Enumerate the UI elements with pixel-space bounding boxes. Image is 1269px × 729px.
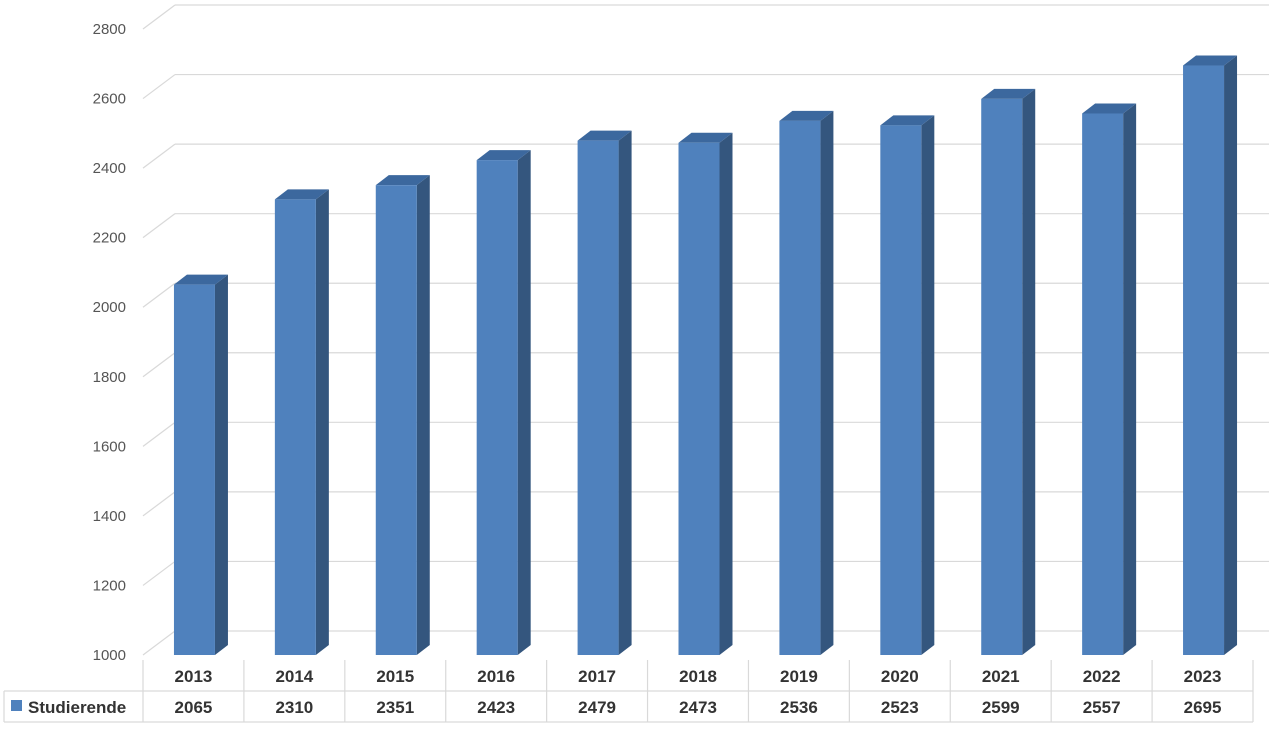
bar-top	[981, 88, 1036, 99]
bar-top	[173, 274, 228, 285]
bar-side	[416, 175, 430, 655]
bar-front	[173, 284, 215, 655]
bar-side	[1123, 103, 1137, 655]
data-table-value: 2479	[578, 698, 616, 717]
data-table-value: 2423	[477, 698, 515, 717]
bar-side	[820, 110, 834, 655]
x-category-label: 2016	[477, 667, 515, 686]
x-category-label: 2017	[578, 667, 616, 686]
bar	[880, 115, 935, 655]
bar	[173, 274, 228, 655]
bar-side	[1224, 55, 1238, 656]
gridline-diag	[142, 630, 176, 656]
bar-top	[476, 150, 531, 161]
bar-front	[981, 98, 1023, 656]
bar-side	[315, 189, 329, 655]
gridline-diag	[142, 213, 176, 239]
gridline-diag	[142, 560, 176, 586]
gridline-diag	[142, 143, 176, 169]
bar-front	[779, 120, 821, 655]
bar	[981, 88, 1036, 656]
bar-front	[577, 140, 619, 656]
y-tick-label: 2000	[93, 299, 126, 316]
gridline-diag	[142, 491, 176, 517]
gridline-diag	[142, 74, 176, 100]
bar-front	[476, 160, 518, 655]
y-tick-label: 2600	[93, 91, 126, 108]
data-table-value: 2523	[881, 698, 919, 717]
bar	[274, 189, 329, 655]
bar-front	[1082, 113, 1124, 655]
bar-front	[880, 125, 922, 655]
bar	[577, 130, 632, 656]
bar-side	[214, 274, 228, 655]
y-tick-label: 1800	[93, 369, 126, 386]
y-tick-label: 1200	[93, 577, 126, 594]
x-category-label: 2013	[175, 667, 213, 686]
y-axis-tick-labels: 1000 1200 1400 1600 1800 2000 2200 2400 2600 2800	[93, 21, 126, 664]
bar-top	[274, 189, 329, 200]
data-table-value: 2536	[780, 698, 818, 717]
x-category-label: 2021	[982, 667, 1020, 686]
y-tick-label: 1400	[93, 508, 126, 525]
data-table-value: 2310	[275, 698, 313, 717]
data-table-value: 2351	[376, 698, 414, 717]
x-category-label: 2023	[1184, 667, 1222, 686]
x-category-label: 2018	[679, 667, 717, 686]
y-tick-label: 2800	[93, 21, 126, 38]
bar	[678, 132, 733, 655]
x-category-label: 2014	[275, 667, 313, 686]
bar-top	[678, 132, 733, 143]
data-table-value: 2473	[679, 698, 717, 717]
x-category-label: 2015	[376, 667, 414, 686]
x-category-label: 2020	[881, 667, 919, 686]
x-category-label: 2019	[780, 667, 818, 686]
bar-side	[921, 115, 935, 655]
x-category-label: 2022	[1083, 667, 1121, 686]
gridline-diag	[142, 421, 176, 447]
bar-top	[375, 175, 430, 186]
y-tick-label: 1000	[93, 647, 126, 664]
bar	[779, 110, 834, 655]
bar	[1082, 103, 1137, 655]
bar-front	[678, 142, 720, 655]
bar-side	[517, 150, 531, 655]
bar-top	[1082, 103, 1137, 114]
y-tick-label: 1600	[93, 438, 126, 455]
bar-front	[375, 185, 417, 655]
gridline-diag	[142, 282, 176, 308]
data-table: 2013 2065 2014 2310 2015 2351 2016 2423 2017 2479…	[3, 660, 1254, 723]
legend-series-name: Studierende	[28, 698, 126, 717]
bar-top	[880, 115, 935, 126]
data-table-value: 2065	[175, 698, 213, 717]
bar-top	[779, 110, 834, 121]
bar-front	[274, 199, 316, 655]
bar-side	[1022, 88, 1036, 656]
bar-front	[1183, 65, 1225, 656]
bar	[375, 175, 430, 655]
bars	[173, 55, 1238, 656]
bar	[1183, 55, 1238, 656]
bar-top	[1183, 55, 1238, 66]
y-tick-label: 2200	[93, 230, 126, 247]
gridline-diag	[142, 352, 176, 378]
bar-side	[618, 130, 632, 656]
data-table-value: 2599	[982, 698, 1020, 717]
bar-side	[719, 132, 733, 655]
gridline-diag	[142, 4, 176, 30]
data-table-value: 2695	[1184, 698, 1222, 717]
data-table-value: 2557	[1083, 698, 1121, 717]
bar-top	[577, 130, 632, 141]
legend-swatch	[11, 700, 22, 711]
bar	[476, 150, 531, 655]
y-tick-label: 2400	[93, 160, 126, 177]
